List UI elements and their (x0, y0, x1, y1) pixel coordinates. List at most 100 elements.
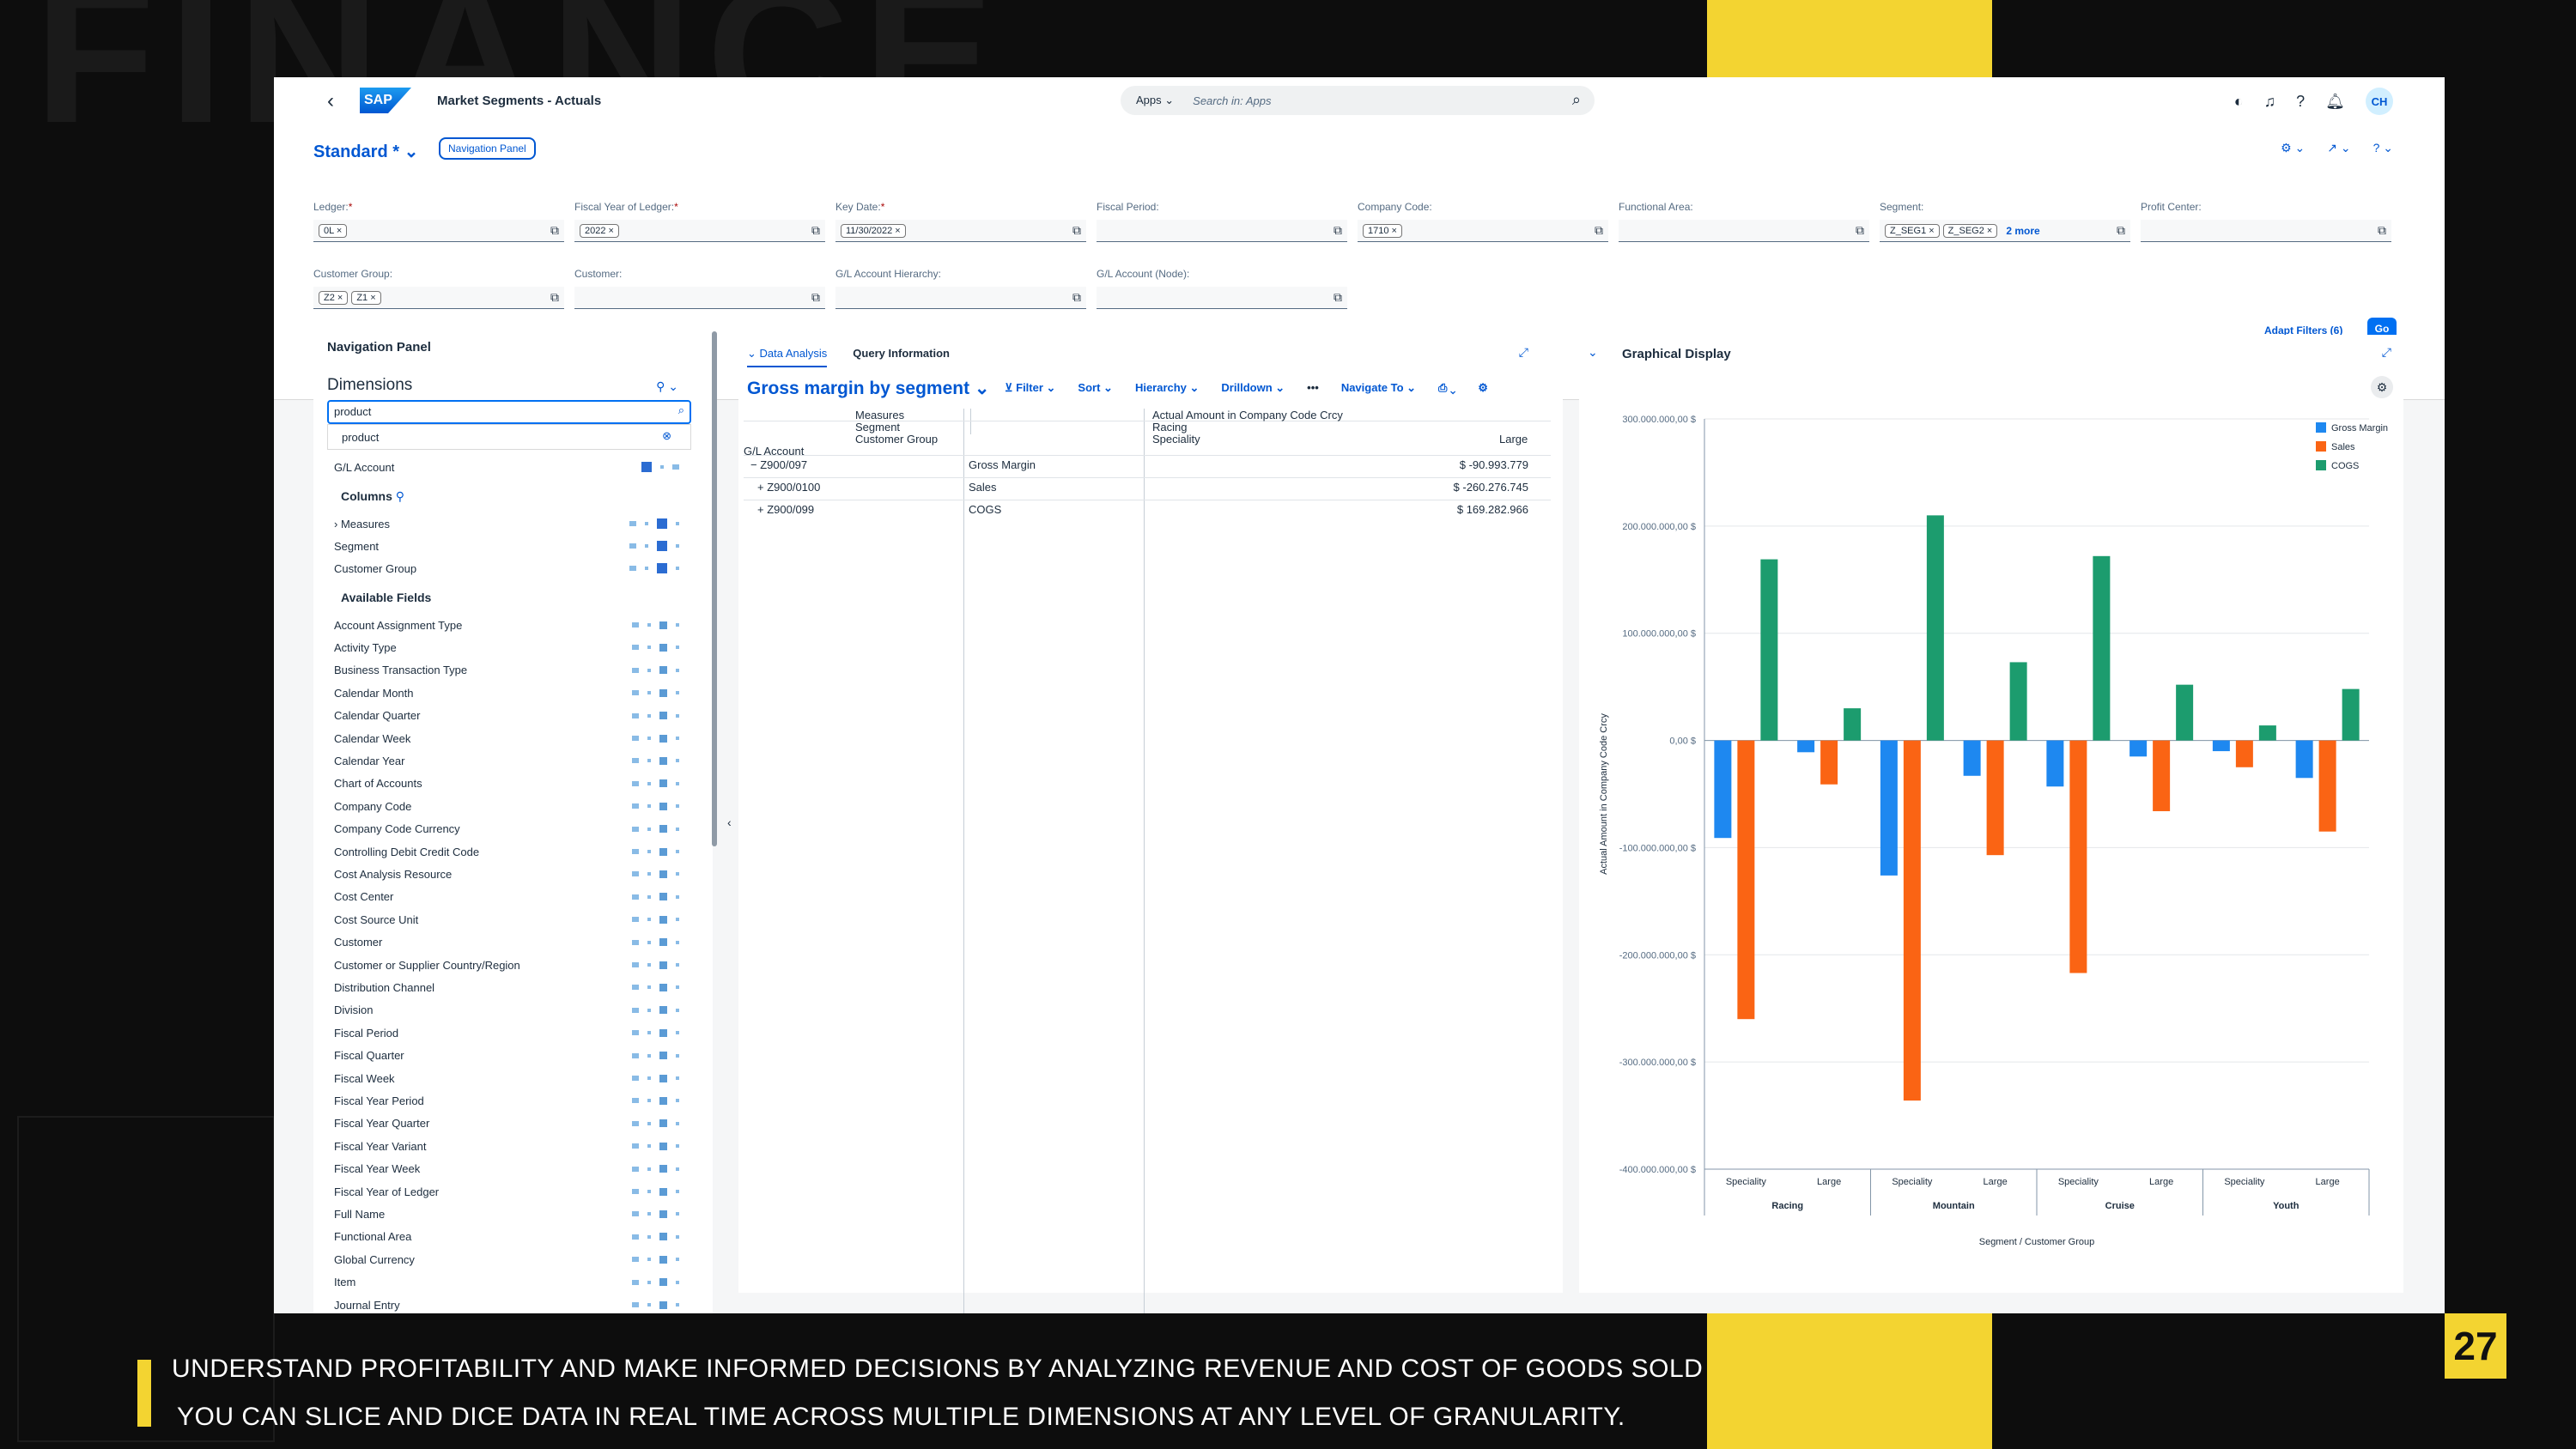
chart-settings-icon[interactable]: ⚙ (2371, 376, 2393, 398)
filter-input[interactable]: Z2 × Z1 × ⧉ (313, 287, 564, 309)
expand-icon[interactable]: ⤢ (1518, 345, 1528, 359)
field-item[interactable]: Cost Center (334, 887, 695, 907)
settings-icon[interactable]: ⚙ ⌄ (2281, 141, 2306, 155)
joule-icon[interactable]: ◐ (2233, 92, 2244, 110)
value-help-icon[interactable]: ⧉ (2117, 223, 2125, 237)
value-help-icon[interactable]: ⧉ (2378, 223, 2386, 237)
search-input[interactable]: Search in: Apps (1193, 94, 1272, 107)
global-search[interactable]: Apps ⌄ Search in: Apps ⌕ (1121, 86, 1595, 115)
field-item[interactable]: Activity Type (334, 637, 695, 658)
nav-panel-scrollbar[interactable] (712, 331, 717, 846)
field-item[interactable]: Cost Analysis Resource (334, 864, 695, 884)
back-icon[interactable]: ‹ (327, 89, 334, 112)
collapse-chevron-icon[interactable]: ⌄ (1588, 345, 1598, 359)
sap-logo[interactable]: SAP (360, 88, 411, 113)
row-dimension-gl-account[interactable]: G/L Account (334, 457, 695, 477)
field-item[interactable]: Business Transaction Type (334, 660, 695, 681)
analysis-title[interactable]: Gross margin by segment ⌄ (747, 379, 990, 398)
filter-token[interactable]: Z2 × (319, 290, 349, 305)
field-item[interactable]: Distribution Channel (334, 977, 695, 997)
header-measures[interactable]: Measures (855, 409, 905, 421)
filter-token[interactable]: 2022 × (580, 223, 619, 238)
bell-icon[interactable]: 🔔︎ (2325, 92, 2345, 110)
field-item[interactable]: Fiscal Year Variant (334, 1136, 695, 1156)
filter-input[interactable]: ⧉ (835, 287, 1086, 309)
dimension-search-input[interactable]: product ⌕ (327, 400, 691, 424)
toolbar-drilldown[interactable]: Drilldown ⌄ (1221, 381, 1285, 394)
filter-input[interactable]: Z_SEG1 × Z_SEG2 × 2 more ⧉ (1880, 220, 2130, 242)
toolbar-filter[interactable]: ⊻ Filter ⌄ (1005, 381, 1056, 394)
help-icon[interactable]: ? (2296, 92, 2306, 110)
field-item[interactable]: Account Assignment Type (334, 615, 695, 635)
export-icon[interactable]: ⎙ ⌄ (1438, 381, 1456, 394)
value-help-icon[interactable]: ⧉ (1334, 223, 1342, 237)
filter-token[interactable]: 11/30/2022 × (841, 223, 906, 238)
field-item[interactable]: Company Code (334, 796, 695, 816)
field-item[interactable]: Customer or Supplier Country/Region (334, 955, 695, 975)
field-item[interactable]: Fiscal Week (334, 1068, 695, 1088)
value-help-icon[interactable]: ⧉ (1334, 290, 1342, 304)
tab-query-information[interactable]: Query Information (853, 347, 950, 360)
filter-token[interactable]: 1710 × (1363, 223, 1402, 238)
header-segment[interactable]: Segment (855, 421, 901, 433)
avatar[interactable]: CH (2366, 88, 2393, 115)
adapt-filters-button[interactable]: Adapt Filters (6) (2264, 324, 2343, 336)
value-help-icon[interactable]: ⧉ (550, 223, 559, 237)
splitter-collapse-icon[interactable]: ‹ (727, 815, 732, 829)
value-help-icon[interactable]: ⧉ (1856, 223, 1864, 237)
field-item[interactable]: Fiscal Year Period (334, 1090, 695, 1111)
row-account[interactable]: + Z900/099 (757, 503, 815, 516)
search-icon[interactable]: ⌕ (677, 403, 684, 416)
clear-icon[interactable]: ⊗ (662, 429, 671, 442)
filter-input[interactable]: ⧉ (2141, 220, 2391, 242)
field-item[interactable]: Fiscal Year Week (334, 1159, 695, 1179)
search-icon[interactable]: ⌕ (1571, 91, 1581, 108)
column-item[interactable]: Customer Group (334, 558, 695, 579)
search-suggestion[interactable]: product ⊗ (327, 424, 691, 450)
dimensions-settings-icon[interactable]: ⚲ ⌄ (656, 379, 678, 393)
field-item[interactable]: Controlling Debit Credit Code (334, 841, 695, 862)
field-item[interactable]: Fiscal Year Quarter (334, 1113, 695, 1134)
search-scope-select[interactable]: Apps ⌄ (1136, 94, 1175, 106)
value-help-icon[interactable]: ⧉ (1072, 223, 1081, 237)
headset-icon[interactable]: ♫ (2263, 92, 2276, 110)
help-icon[interactable]: ? ⌄ (2372, 141, 2393, 155)
field-item[interactable]: Item (334, 1272, 695, 1293)
field-item[interactable]: Fiscal Quarter (334, 1046, 695, 1066)
field-item[interactable]: Global Currency (334, 1249, 695, 1270)
field-item[interactable]: Journal Entry (334, 1294, 695, 1313)
field-item[interactable]: Fiscal Year of Ledger (334, 1181, 695, 1202)
field-item[interactable]: Customer (334, 932, 695, 953)
field-item[interactable]: Calendar Month (334, 682, 695, 703)
filter-token[interactable]: Z_SEG1 × (1885, 223, 1940, 238)
value-help-icon[interactable]: ⧉ (550, 290, 559, 304)
expand-icon[interactable]: ⤢ (2381, 345, 2391, 359)
filter-token[interactable]: Z_SEG2 × (1942, 223, 1998, 238)
header-customer-group[interactable]: Customer Group (855, 433, 939, 446)
filter-input[interactable]: 1710 × ⧉ (1358, 220, 1608, 242)
field-item[interactable]: Calendar Year (334, 750, 695, 771)
field-item[interactable]: Fiscal Period (334, 1022, 695, 1043)
column-item[interactable]: Segment (334, 536, 695, 556)
header-gl-account[interactable]: G/L Account (744, 445, 805, 458)
filter-icon[interactable] (641, 462, 652, 472)
field-item[interactable]: Cost Source Unit (334, 909, 695, 930)
filter-input[interactable]: ⧉ (1097, 220, 1347, 242)
filter-input[interactable]: ⧉ (574, 287, 825, 309)
field-item[interactable]: Chart of Accounts (334, 773, 695, 794)
share-icon[interactable]: ↗ ⌄ (2327, 141, 2351, 155)
value-help-icon[interactable]: ⧉ (811, 223, 820, 237)
field-item[interactable]: Calendar Week (334, 728, 695, 749)
field-item[interactable]: Calendar Quarter (334, 706, 695, 726)
more-icon[interactable]: ••• (1307, 381, 1319, 394)
tab-data-analysis[interactable]: ⌄ Data Analysis (747, 347, 828, 367)
value-help-icon[interactable]: ⧉ (811, 290, 820, 304)
filter-input[interactable]: 0L × ⧉ (313, 220, 564, 242)
row-account[interactable]: − Z900/097 (750, 458, 808, 471)
toolbar-hierarchy[interactable]: Hierarchy ⌄ (1134, 381, 1200, 394)
field-item[interactable]: Functional Area (334, 1227, 695, 1247)
toolbar-navigate-to[interactable]: Navigate To ⌄ (1340, 381, 1417, 394)
navigation-panel-button[interactable]: Navigation Panel (439, 137, 536, 160)
settings-icon[interactable]: ⚙ (1478, 381, 1488, 394)
toolbar-sort[interactable]: Sort ⌄ (1078, 381, 1113, 394)
